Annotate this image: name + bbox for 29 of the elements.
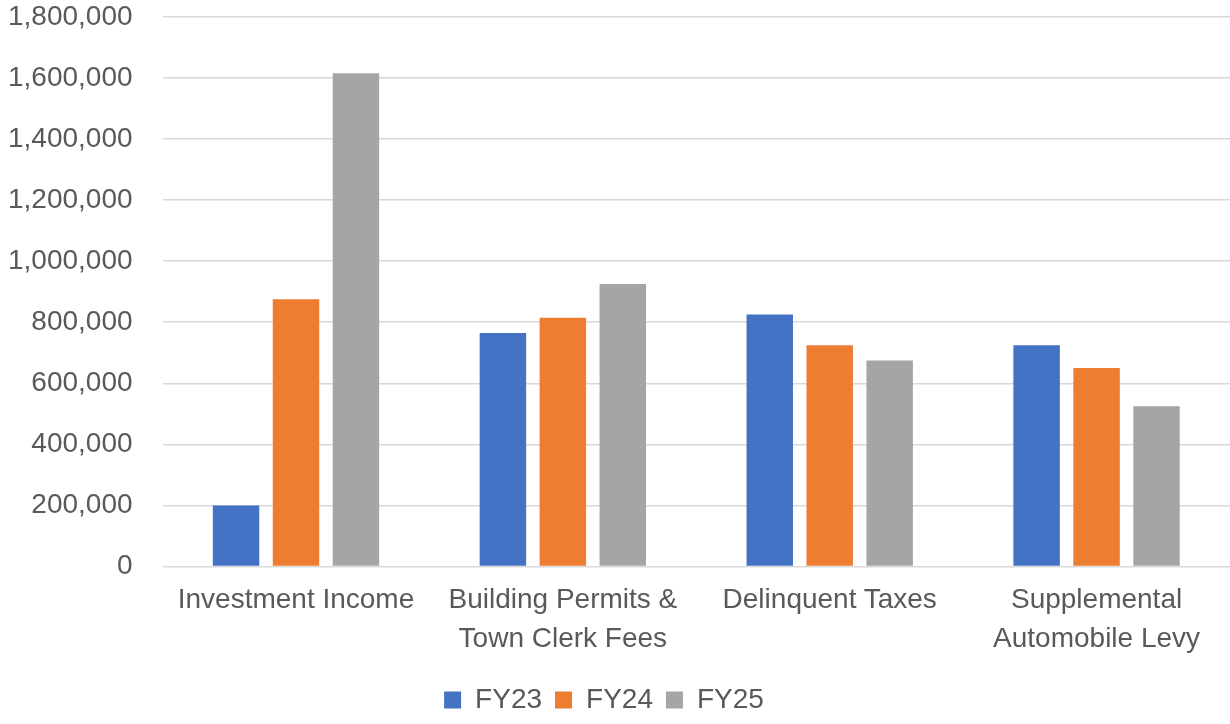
- bar: [866, 360, 913, 566]
- legend-label: FY24: [586, 682, 653, 714]
- x-tick-label: Building Permits & Town Clerk Fees: [448, 582, 678, 654]
- x-tick-label: Supplemental Automobile Levy: [993, 582, 1201, 654]
- legend-label: FY25: [696, 682, 764, 714]
- y-tick-label: 1,200,000: [7, 182, 133, 214]
- bar: [1133, 406, 1180, 566]
- y-tick-label: 1,400,000: [7, 121, 133, 153]
- y-tick-label: 400,000: [31, 427, 133, 459]
- y-tick-label: 1,800,000: [7, 0, 133, 31]
- y-tick-label: 800,000: [31, 304, 133, 336]
- bar: [746, 314, 793, 566]
- y-tick-label: 200,000: [31, 488, 133, 520]
- bar: [806, 345, 853, 566]
- bar: [332, 73, 380, 566]
- bar: [599, 284, 647, 566]
- bar: [479, 332, 527, 566]
- bar: [1013, 345, 1060, 566]
- bar: [272, 299, 320, 566]
- x-tick-label: Delinquent Taxes: [722, 582, 937, 614]
- y-tick-label: 600,000: [31, 366, 133, 398]
- y-tick-label: 1,600,000: [7, 60, 133, 92]
- legend-label: FY23: [475, 682, 543, 714]
- y-tick-label: 1,000,000: [7, 243, 133, 275]
- y-tick-label: 0: [116, 549, 133, 581]
- bar: [212, 505, 260, 566]
- x-tick-label: Investment Income: [177, 582, 415, 614]
- bar: [1073, 368, 1120, 566]
- bar: [539, 317, 587, 566]
